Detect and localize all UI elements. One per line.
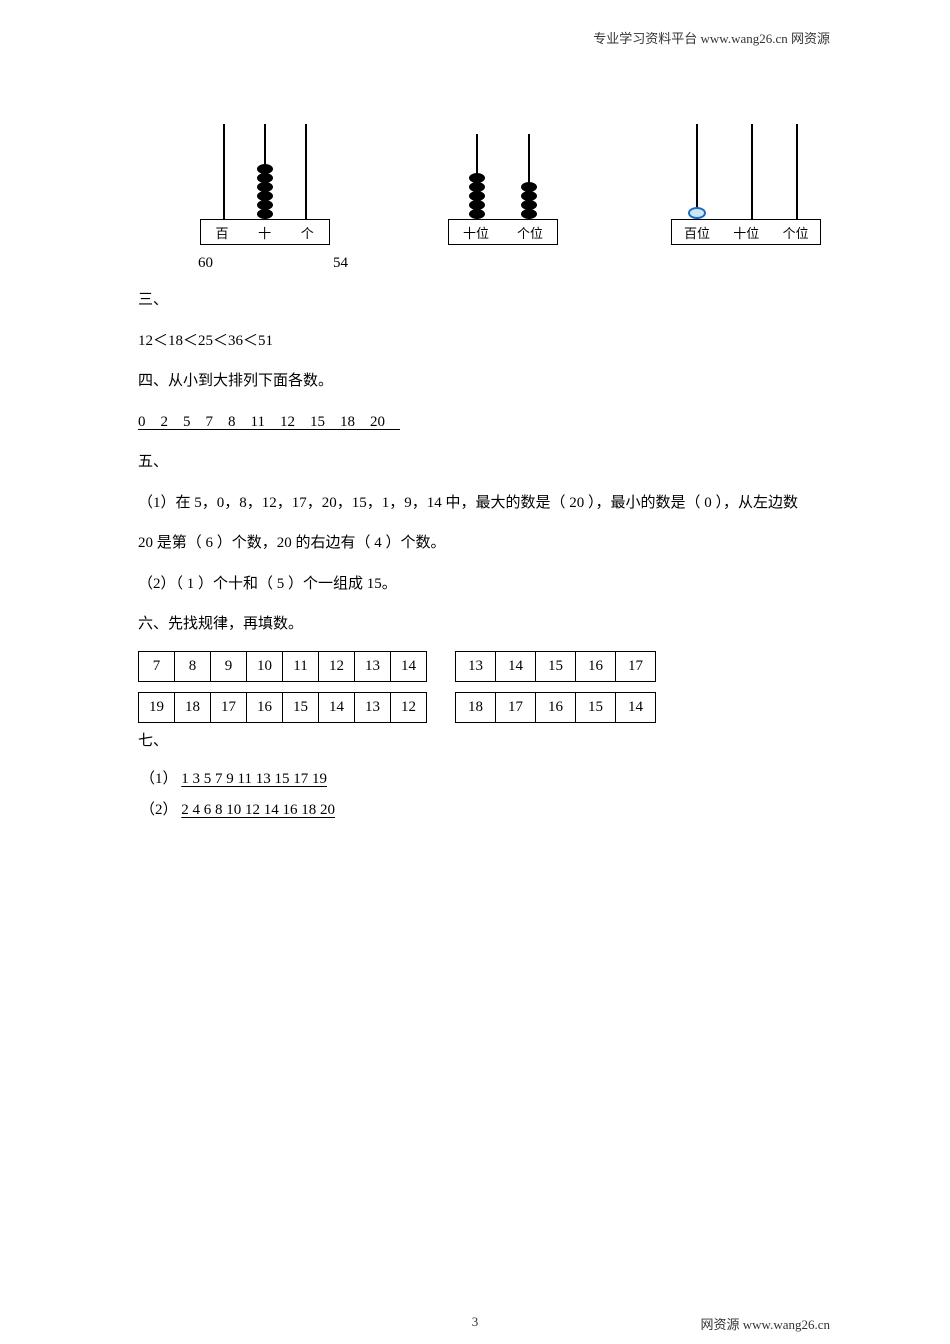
abacus-1-label-1: 十 (258, 223, 271, 242)
abacus-values: 60 54 (198, 255, 878, 272)
abacus-1: 百 十 个 (190, 115, 340, 245)
footer-source: 网资源 www.wang26.cn (701, 1314, 831, 1333)
table-cell: 12 (319, 651, 355, 681)
section-3-label: 三、 (138, 286, 878, 315)
table-cell: 12 (391, 692, 427, 722)
table-cell: 14 (496, 651, 536, 681)
table-cell: 17 (211, 692, 247, 722)
table-cell: 13 (355, 692, 391, 722)
table-cell: 14 (319, 692, 355, 722)
table-cell: 16 (576, 651, 616, 681)
abacus-2: 十位 个位 (443, 115, 563, 245)
section-3-content: 12＜18＜25＜36＜51 (138, 327, 878, 356)
table-4: 1817161514 (455, 692, 656, 723)
answer-2: 2 4 6 8 10 12 14 16 18 20 (181, 802, 335, 818)
table-cell: 13 (355, 651, 391, 681)
table-cell: 18 (456, 692, 496, 722)
table-cell: 15 (283, 692, 319, 722)
section-5-l1b: 20 是第（ 6 ）个数，20 的右边有（ 4 ）个数。 (138, 529, 878, 558)
abacus-value-2: 54 (333, 255, 348, 272)
table-cell: 11 (283, 651, 319, 681)
table-cell: 16 (536, 692, 576, 722)
table-1: 7891011121314 (138, 651, 427, 682)
table-cell: 17 (616, 651, 656, 681)
table-cell: 16 (247, 692, 283, 722)
abacus-1-label-0: 百 (215, 223, 228, 242)
page-content: 百 十 个 十位 个位 百位 十位 (138, 105, 878, 829)
table-cell: 9 (211, 651, 247, 681)
answer-1-prefix: （1） (140, 771, 178, 787)
abacus-value-1: 60 (198, 255, 213, 272)
page-number: 3 (472, 1314, 479, 1330)
header-text: 专业学习资料平台 www.wang26.cn 网资源 (593, 28, 830, 47)
section-7-label: 七、 (138, 727, 878, 756)
answer-1: 1 3 5 7 9 11 13 15 17 19 (181, 771, 327, 787)
section-6-label: 六、先找规律，再填数。 (138, 610, 878, 639)
section-5-l2: （2）（ 1 ）个十和（ 5 ）个一组成 15。 (138, 570, 878, 599)
abacus-2-labels: 十位 个位 (448, 219, 558, 245)
abacus-3: 百位 十位 个位 (666, 115, 826, 245)
abacus-2-label-0: 十位 (463, 223, 489, 242)
table-cell: 14 (391, 651, 427, 681)
abacus-1-labels: 百 十 个 (200, 219, 330, 245)
abacus-3-labels: 百位 十位 个位 (671, 219, 821, 245)
abacus-2-label-1: 个位 (517, 223, 543, 242)
section-4-label: 四、从小到大排列下面各数。 (138, 367, 878, 396)
table-cell: 8 (175, 651, 211, 681)
table-cell: 13 (456, 651, 496, 681)
abacus-3-label-2: 个位 (783, 223, 809, 242)
table-cell: 15 (536, 651, 576, 681)
pattern-tables-row1: 7891011121314 1314151617 (138, 651, 878, 682)
section-5-label: 五、 (138, 448, 878, 477)
section-4-content: 0 2 5 7 8 11 12 15 18 20 (138, 408, 878, 437)
table-cell: 10 (247, 651, 283, 681)
table-cell: 17 (496, 692, 536, 722)
table-2: 1314151617 (455, 651, 656, 682)
table-cell: 14 (616, 692, 656, 722)
answer-2-prefix: （2） (140, 802, 178, 818)
abacus-3-label-1: 十位 (733, 223, 759, 242)
table-cell: 15 (576, 692, 616, 722)
abacus-row: 百 十 个 十位 个位 百位 十位 (138, 105, 878, 245)
abacus-1-label-2: 个 (301, 223, 314, 242)
pattern-tables-row2: 1918171615141312 1817161514 (138, 692, 878, 723)
section-7-answers: （1） 1 3 5 7 9 11 13 15 17 19 （2） 2 4 6 8… (140, 767, 878, 819)
table-cell: 7 (139, 651, 175, 681)
table-cell: 19 (139, 692, 175, 722)
table-cell: 18 (175, 692, 211, 722)
table-3: 1918171615141312 (138, 692, 427, 723)
abacus-3-label-0: 百位 (684, 223, 710, 242)
section-5-l1a: （1）在 5，0，8，12，17，20，15，1，9，14 中，最大的数是（ 2… (138, 489, 878, 518)
